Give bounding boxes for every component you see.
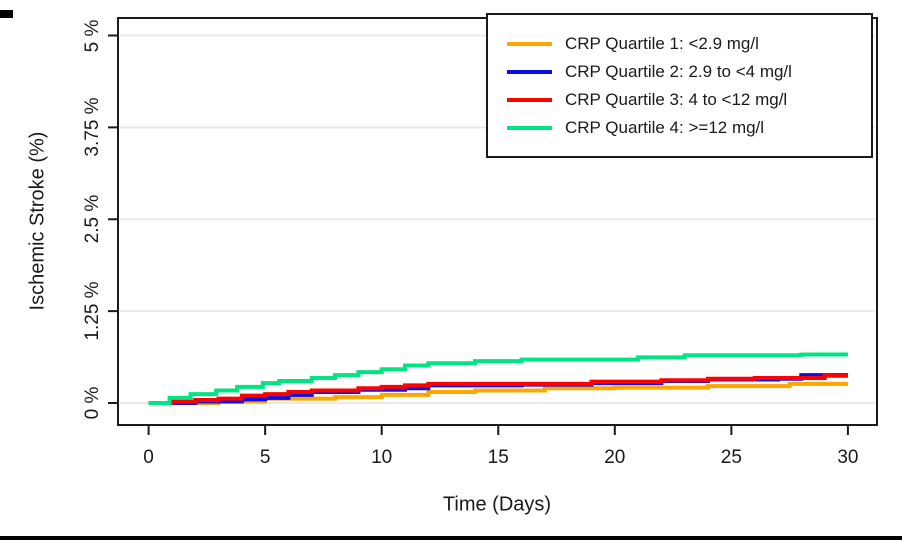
legend-label-quartile-2: CRP Quartile 2: 2.9 to <4 mg/l [565, 61, 792, 81]
legend-box: CRP Quartile 1: <2.9 mg/l CRP Quartile 2… [486, 13, 873, 158]
corner-mark [0, 10, 13, 18]
y-tick-label: 0 % [82, 386, 103, 420]
legend-label-quartile-4: CRP Quartile 4: >=12 mg/l [565, 117, 765, 137]
x-tick-label: 5 [259, 447, 271, 468]
x-tick-label: 0 [143, 447, 154, 468]
x-tick-label: 25 [720, 447, 742, 468]
y-tick-label: 3.75 % [82, 97, 103, 157]
legend-item-quartile-2: CRP Quartile 2: 2.9 to <4 mg/l [507, 58, 871, 86]
legend-label-quartile-1: CRP Quartile 1: <2.9 mg/l [565, 33, 759, 53]
x-tick-label: 20 [604, 447, 626, 468]
x-axis-title: Time (Days) [442, 493, 552, 516]
curve-quartile-3 [148, 373, 848, 405]
y-axis-title: Ischemic Stroke (%) [26, 131, 49, 311]
x-tick-label: 30 [837, 447, 859, 468]
x-tick-label: 10 [371, 447, 393, 468]
y-tick-label: 2.5 % [82, 194, 103, 244]
legend-item-quartile-1: CRP Quartile 1: <2.9 mg/l [507, 30, 871, 58]
legend-line-quartile-2 [507, 69, 552, 74]
legend-item-quartile-3: CRP Quartile 3: 4 to <12 mg/l [507, 86, 871, 114]
x-tick-label: 15 [487, 447, 509, 468]
legend-line-quartile-4 [507, 125, 552, 130]
legend-item-quartile-4: CRP Quartile 4: >=12 mg/l [507, 114, 871, 142]
y-tick-label: 5 % [82, 19, 103, 52]
curve-quartile-4 [148, 352, 848, 405]
legend-line-quartile-1 [507, 41, 552, 46]
bottom-rule [0, 536, 902, 540]
y-tick-label: 1.25 % [82, 281, 103, 341]
legend-label-quartile-3: CRP Quartile 3: 4 to <12 mg/l [565, 89, 788, 109]
legend-line-quartile-3 [507, 97, 552, 102]
